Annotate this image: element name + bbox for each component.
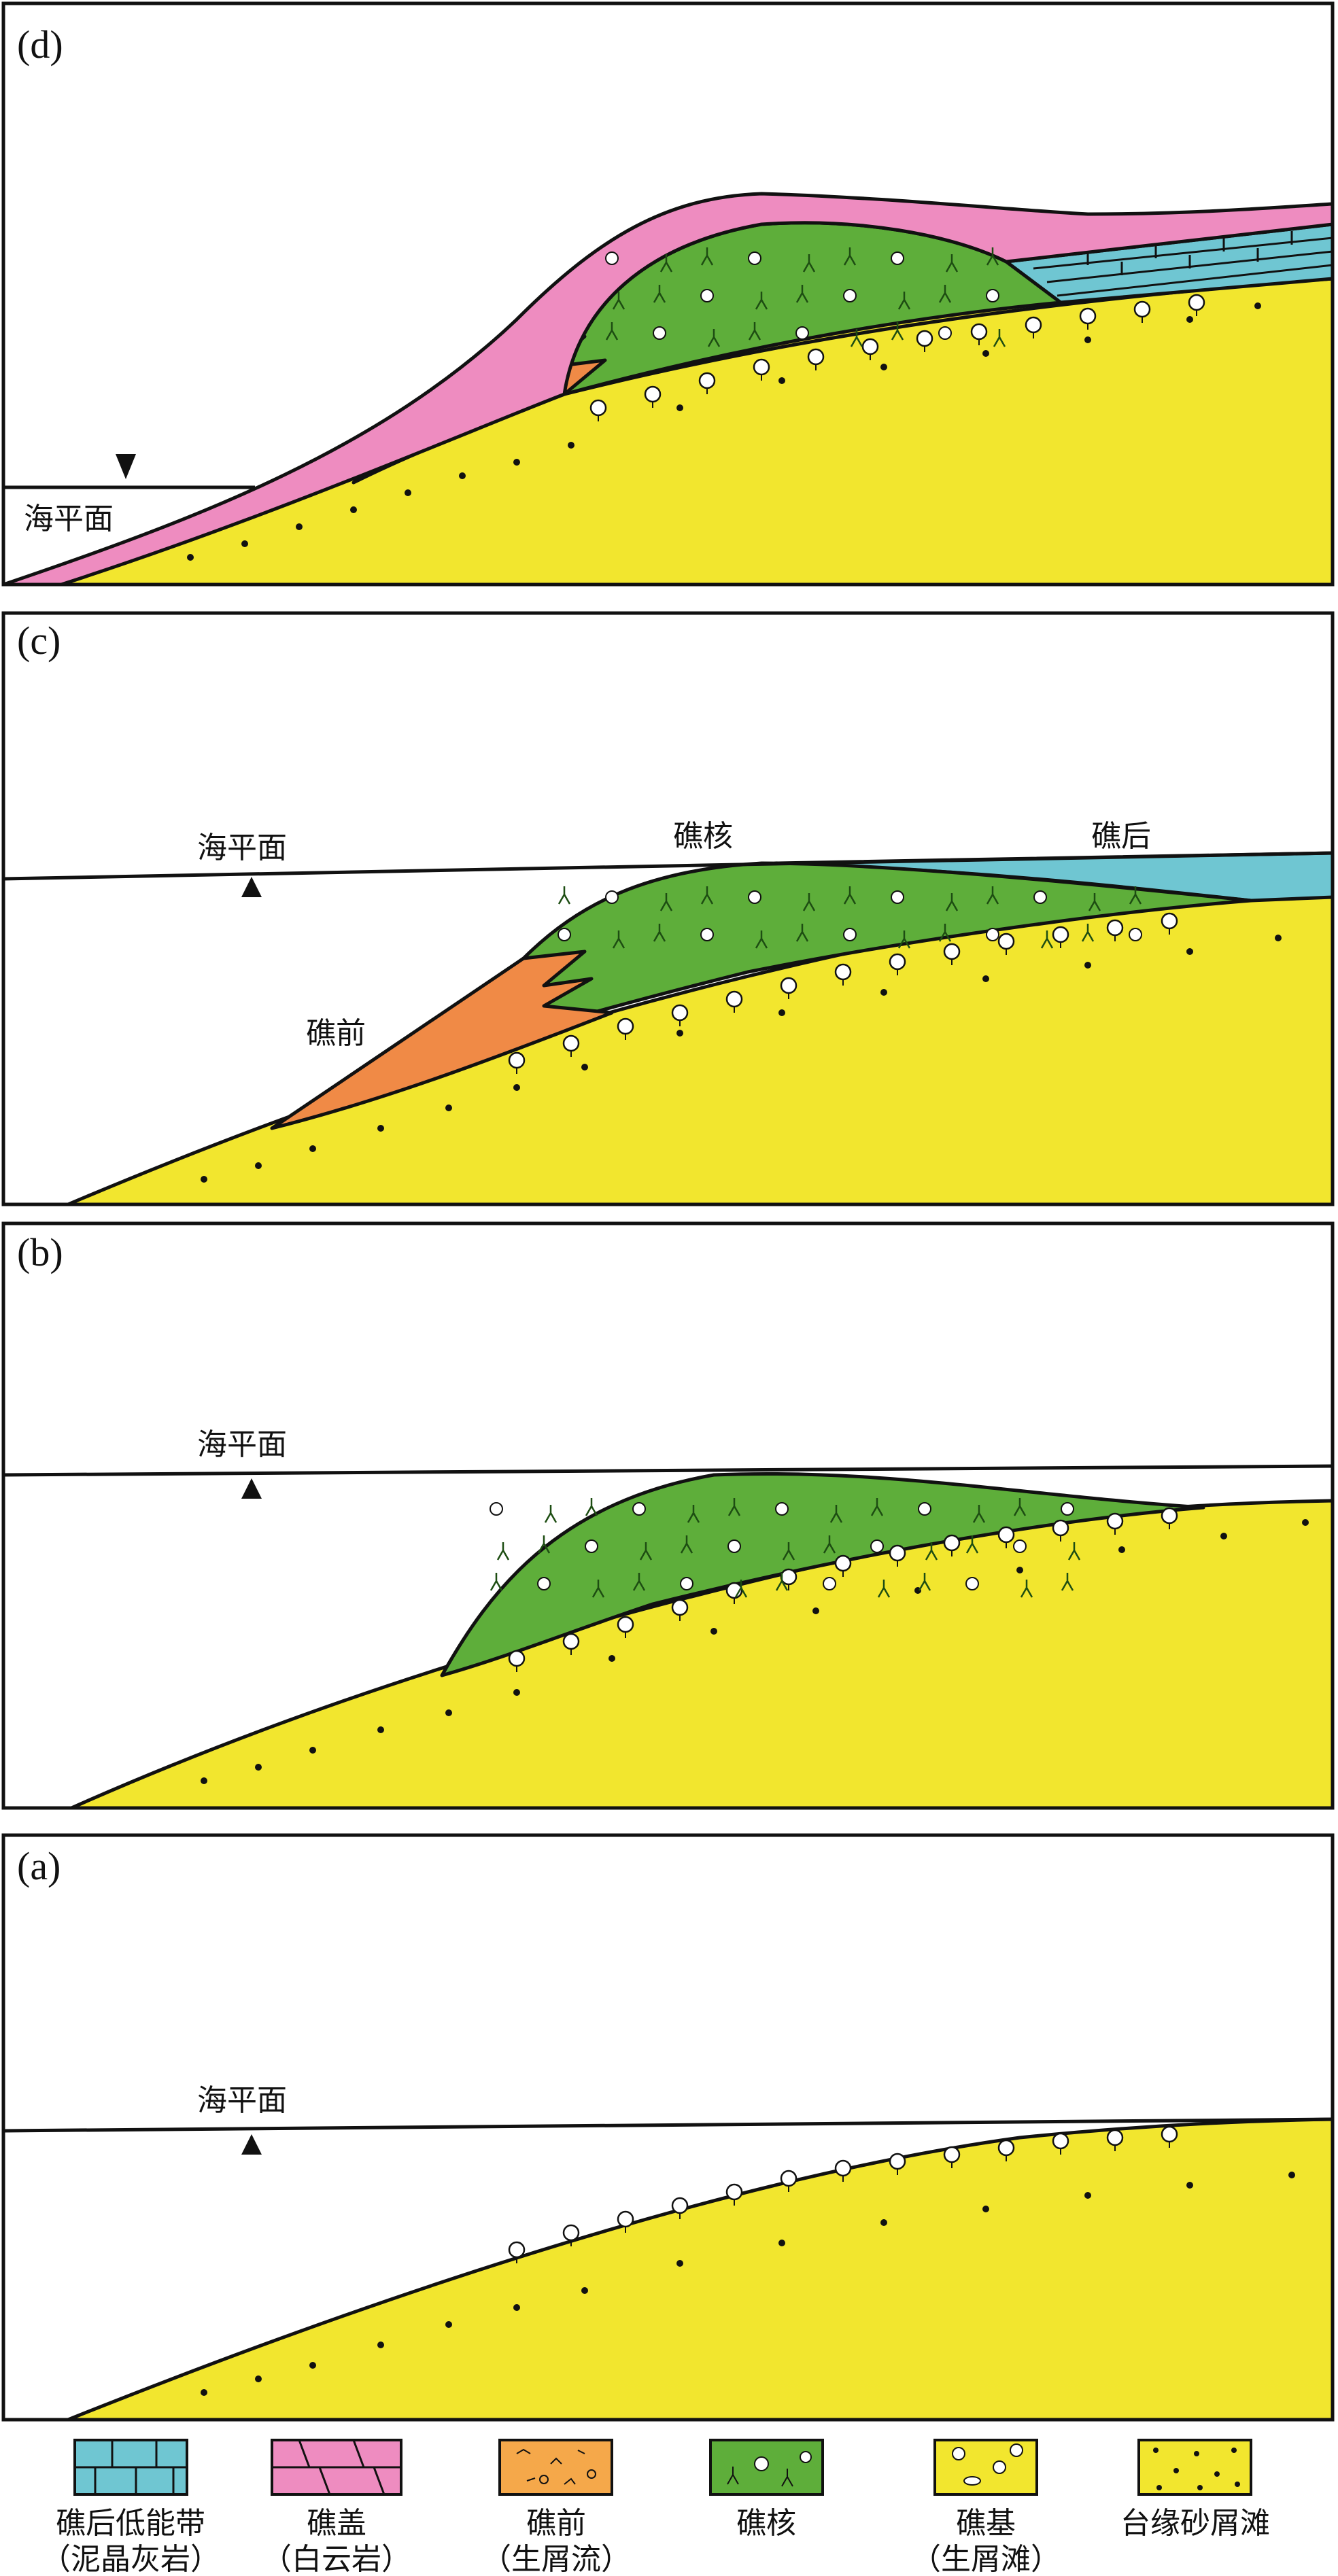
legend-label-5-line2: （生屑滩） xyxy=(911,2542,1061,2576)
sea-level-marker-icon xyxy=(116,454,136,479)
shoal-layer xyxy=(66,2117,1333,2420)
legend-swatch-fore-reef xyxy=(498,2439,613,2496)
legend-label-3-line1: 礁前 xyxy=(526,2506,586,2541)
sea-level-marker-icon xyxy=(241,877,262,897)
panel-d-letter: (d) xyxy=(17,22,63,67)
sea-level-label: 海平面 xyxy=(197,831,287,865)
legend-label-6-line1: 台缘砂屑滩 xyxy=(1120,2506,1270,2541)
reef-core-layer xyxy=(521,861,1253,1028)
legend-swatch-reef-cap xyxy=(271,2439,402,2496)
sea-level-line xyxy=(3,851,1333,881)
reef-cap-layer xyxy=(3,192,1333,585)
legend-label-5-line1: 礁基 xyxy=(956,2506,1016,2541)
fore-reef-layer xyxy=(270,950,614,1130)
panel-b: (b) 海平面 xyxy=(1,1221,1335,1810)
sea-level-label: 海平面 xyxy=(197,2083,287,2118)
legend-label-1-line2: （泥晶灰岩） xyxy=(41,2542,220,2576)
legend-swatch-back-reef xyxy=(73,2439,188,2496)
legend: 礁后低能带 （泥晶灰岩） 礁盖 （白云岩） 礁前 （生屑流） 礁核 礁基 （生屑… xyxy=(41,2439,1270,2576)
panel-c-letter: (c) xyxy=(17,619,61,663)
legend-label-2-line1: 礁盖 xyxy=(307,2506,366,2541)
fore-reef-label: 礁前 xyxy=(306,1016,366,1051)
legend-label-4-line1: 礁核 xyxy=(736,2506,796,2541)
panel-a: (a) 海平面 xyxy=(1,1833,1335,2422)
fossil-symbols xyxy=(187,247,1309,2396)
sea-level-label: 海平面 xyxy=(197,1427,287,1462)
legend-swatch-reef-base xyxy=(933,2439,1038,2496)
sea-level-marker-icon xyxy=(241,1478,262,1499)
panel-a-letter: (a) xyxy=(17,1844,61,1888)
panel-c: (c) 海平面 礁核 礁后 礁前 xyxy=(1,611,1335,1206)
legend-label-3-line2: （生屑流） xyxy=(481,2542,631,2576)
sea-level-label: 海平面 xyxy=(24,502,114,536)
legend-swatch-reef-core xyxy=(709,2439,824,2496)
panel-d: (d) 海平面 xyxy=(1,1,1335,587)
sea-level-line xyxy=(3,1464,1333,1477)
reef-core-label: 礁核 xyxy=(673,819,733,854)
legend-label-1-line1: 礁后低能带 xyxy=(56,2506,205,2541)
panel-b-letter: (b) xyxy=(17,1230,63,1274)
back-reef-label: 礁后 xyxy=(1091,819,1151,854)
sea-level-marker-icon xyxy=(241,2134,262,2155)
legend-swatch-platform-shoal xyxy=(1137,2439,1252,2496)
sea-level-line xyxy=(3,2117,1333,2133)
legend-label-2-line2: （白云岩） xyxy=(262,2542,411,2576)
